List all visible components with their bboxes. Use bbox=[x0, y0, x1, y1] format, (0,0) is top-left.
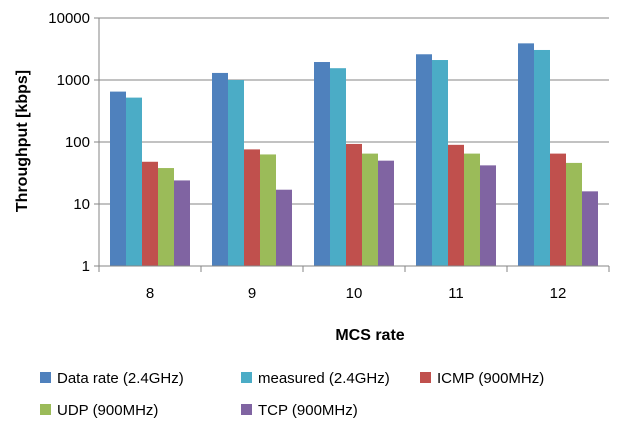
legend-item-2: measured (2.4GHz) bbox=[241, 370, 390, 387]
bars bbox=[110, 43, 598, 267]
legend-label: ICMP (900MHz) bbox=[437, 370, 544, 387]
y-tick-label: 100 bbox=[65, 134, 90, 151]
y-tick-label: 1000 bbox=[57, 72, 90, 89]
y-tick-label: 10000 bbox=[48, 10, 90, 27]
legend-item-5: TCP (900MHz) bbox=[241, 402, 358, 419]
x-tick-label: 10 bbox=[346, 285, 363, 302]
bar-12-3 bbox=[550, 153, 566, 266]
y-tick-label: 10 bbox=[73, 196, 90, 213]
bar-10-2 bbox=[330, 68, 346, 266]
bar-12-4 bbox=[566, 162, 582, 266]
x-tick-label: 11 bbox=[448, 285, 464, 302]
bar-9-1 bbox=[212, 72, 228, 266]
y-tick-label: 1 bbox=[82, 258, 90, 275]
bar-9-4 bbox=[260, 154, 276, 266]
legend-label: measured (2.4GHz) bbox=[258, 370, 390, 387]
legend-swatch bbox=[420, 372, 431, 383]
bar-8-5 bbox=[174, 180, 190, 266]
axes bbox=[94, 18, 610, 272]
x-tick-label: 12 bbox=[550, 285, 567, 302]
x-tick-label: 9 bbox=[248, 285, 256, 302]
bar-11-3 bbox=[448, 144, 464, 266]
legend-swatch bbox=[40, 404, 51, 415]
bar-12-1 bbox=[518, 43, 534, 267]
bar-10-1 bbox=[314, 62, 330, 266]
bar-8-3 bbox=[142, 161, 158, 266]
bar-11-4 bbox=[464, 153, 480, 266]
bar-10-5 bbox=[378, 160, 394, 266]
bar-12-2 bbox=[534, 49, 550, 266]
legend: Data rate (2.4GHz) measured (2.4GHz) ICMP … bbox=[40, 370, 544, 419]
bar-8-1 bbox=[110, 91, 126, 267]
bar-8-2 bbox=[126, 97, 142, 267]
legend-swatch bbox=[241, 372, 252, 383]
bar-11-5 bbox=[480, 165, 496, 266]
legend-label: TCP (900MHz) bbox=[258, 402, 358, 419]
bar-10-4 bbox=[362, 153, 378, 266]
bar-10-3 bbox=[346, 143, 362, 266]
legend-item-4: UDP (900MHz) bbox=[40, 402, 158, 419]
bar-9-2 bbox=[228, 80, 244, 266]
legend-swatch bbox=[241, 404, 252, 415]
bar-11-2 bbox=[432, 60, 448, 267]
legend-item-3: ICMP (900MHz) bbox=[420, 370, 544, 387]
x-tick-label: 8 bbox=[146, 285, 154, 302]
legend-swatch bbox=[40, 372, 51, 383]
bar-11-1 bbox=[416, 54, 432, 266]
bar-8-4 bbox=[158, 168, 174, 266]
x-tick-labels: 8 9 10 11 12 bbox=[146, 285, 567, 302]
bar-9-3 bbox=[244, 149, 260, 266]
y-axis-title: Throughput [kbps] bbox=[14, 70, 31, 212]
y-tick-labels: 1 10 100 1000 10000 bbox=[48, 10, 90, 275]
legend-item-1: Data rate (2.4GHz) bbox=[40, 370, 184, 387]
legend-label: Data rate (2.4GHz) bbox=[57, 370, 184, 387]
legend-label: UDP (900MHz) bbox=[57, 402, 158, 419]
x-axis-title: MCS rate bbox=[335, 327, 404, 344]
bar-9-5 bbox=[276, 189, 292, 266]
bar-12-5 bbox=[582, 191, 598, 266]
